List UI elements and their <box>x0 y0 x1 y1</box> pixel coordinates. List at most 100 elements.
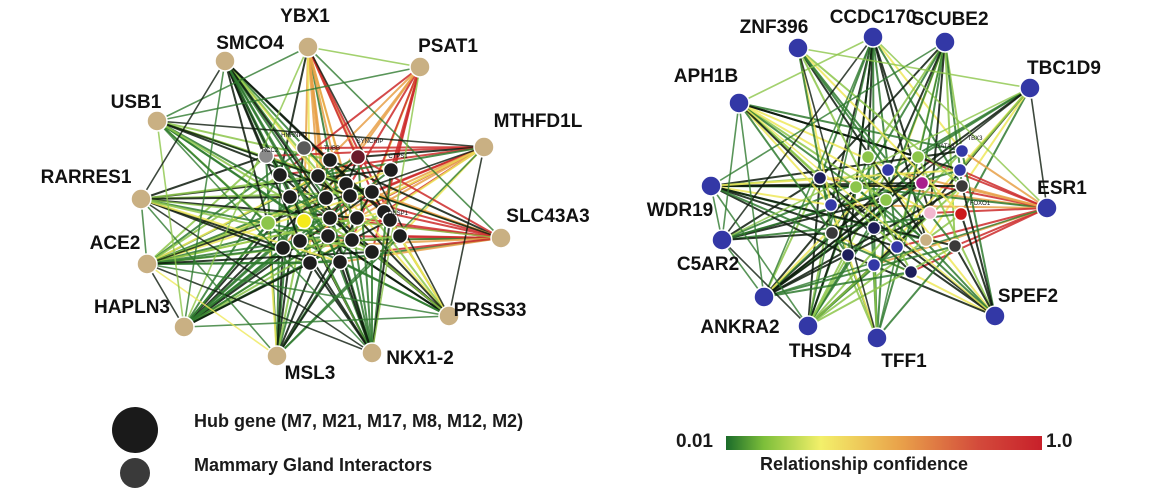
edge <box>146 263 185 328</box>
right-network-interactors: FOXO1 TBX3 GATA3 <box>812 136 991 280</box>
interactor-node[interactable] <box>321 209 339 227</box>
edge <box>867 41 946 158</box>
interactor-node[interactable] <box>866 220 882 236</box>
interactor-node[interactable] <box>257 147 275 165</box>
interactor-node[interactable] <box>363 243 381 261</box>
hub-node[interactable] <box>866 327 888 349</box>
interactor-node[interactable] <box>860 149 876 165</box>
edge <box>807 245 956 327</box>
interactor-node[interactable] <box>319 227 337 245</box>
interactor-node[interactable] <box>341 187 359 205</box>
hub-node[interactable] <box>473 136 495 158</box>
edge <box>797 47 878 339</box>
hub-label: C5AR2 <box>677 254 739 275</box>
interactor-node[interactable] <box>922 205 938 221</box>
interactor-node[interactable] <box>271 166 289 184</box>
edge <box>961 150 996 317</box>
interactor-node[interactable] <box>321 151 339 169</box>
interactor-node[interactable] <box>331 253 349 271</box>
interactor-node[interactable] <box>889 239 905 255</box>
hub-node[interactable] <box>728 92 750 114</box>
interactor-node[interactable] <box>274 239 292 257</box>
relationship-confidence-colorbar <box>726 436 1042 450</box>
interactor-node[interactable] <box>363 183 381 201</box>
hub-node[interactable] <box>438 305 460 327</box>
edge <box>146 155 267 265</box>
edge <box>339 261 373 354</box>
edge <box>738 102 912 273</box>
edge <box>276 261 341 357</box>
hub-node[interactable] <box>984 305 1006 327</box>
interactor-node[interactable] <box>824 225 840 241</box>
interactor-node[interactable] <box>281 188 299 206</box>
interactor-node[interactable] <box>381 211 399 229</box>
interactor-node[interactable] <box>953 206 969 222</box>
hub-node[interactable] <box>700 175 722 197</box>
interactor-node[interactable] <box>866 257 882 273</box>
edge <box>961 150 1048 209</box>
interactor-node[interactable] <box>812 170 828 186</box>
interactor-label: CTPS1 <box>388 154 408 160</box>
hub-node[interactable] <box>787 37 809 59</box>
edge <box>721 102 740 241</box>
hub-node[interactable] <box>297 36 319 58</box>
interactor-node[interactable] <box>301 254 319 272</box>
edge <box>960 213 996 317</box>
interactor-node[interactable] <box>349 148 367 166</box>
hub-label: WDR19 <box>647 200 714 221</box>
hub-node[interactable] <box>266 345 288 367</box>
hub-node[interactable] <box>1019 77 1041 99</box>
interactor-node[interactable] <box>918 232 934 248</box>
interactor-node[interactable] <box>848 179 864 195</box>
edge <box>876 245 956 339</box>
interactor-node[interactable] <box>317 189 335 207</box>
hub-node[interactable] <box>490 227 512 249</box>
interactor-node[interactable] <box>343 231 361 249</box>
interactor-node[interactable] <box>840 247 856 263</box>
interactor-node[interactable] <box>910 149 926 165</box>
edge <box>371 66 421 354</box>
interactor-node[interactable] <box>823 197 839 213</box>
hub-node[interactable] <box>130 188 152 210</box>
interactor-node[interactable] <box>952 162 968 178</box>
edge <box>721 36 874 241</box>
interactor-node[interactable] <box>954 143 970 159</box>
interactor-node[interactable] <box>880 162 896 178</box>
hub-node[interactable] <box>711 229 733 251</box>
interactor-node[interactable] <box>259 214 277 232</box>
interactor-node[interactable] <box>291 232 309 250</box>
edge <box>303 147 450 317</box>
interactor-node[interactable] <box>947 238 963 254</box>
hub-node[interactable] <box>797 315 819 337</box>
interactor-node[interactable] <box>309 167 327 185</box>
hub-node[interactable] <box>173 316 195 338</box>
hub-node[interactable] <box>146 110 168 132</box>
edge <box>140 198 148 265</box>
edge <box>276 147 305 357</box>
interactor-node[interactable] <box>914 175 930 191</box>
interactor-node[interactable] <box>295 212 313 230</box>
hub-node[interactable] <box>214 50 236 72</box>
edge <box>876 41 946 339</box>
edge <box>156 46 309 122</box>
hub-node[interactable] <box>934 31 956 53</box>
hub-node[interactable] <box>409 56 431 78</box>
hub-node[interactable] <box>136 253 158 275</box>
interactor-node[interactable] <box>878 192 894 208</box>
edge <box>797 47 912 273</box>
interactor-node[interactable] <box>903 264 919 280</box>
edge <box>721 177 821 241</box>
edge <box>721 213 962 241</box>
edge <box>156 120 485 148</box>
hub-node[interactable] <box>862 26 884 48</box>
interactor-node[interactable] <box>295 139 313 157</box>
interactor-node[interactable] <box>954 178 970 194</box>
hub-node[interactable] <box>1036 197 1058 219</box>
edge <box>183 211 385 328</box>
hub-node[interactable] <box>753 286 775 308</box>
interactor-node[interactable] <box>391 227 409 245</box>
interactor-node[interactable] <box>348 209 366 227</box>
hub-node[interactable] <box>361 342 383 364</box>
interactor-node[interactable] <box>382 161 400 179</box>
edge <box>224 60 358 219</box>
